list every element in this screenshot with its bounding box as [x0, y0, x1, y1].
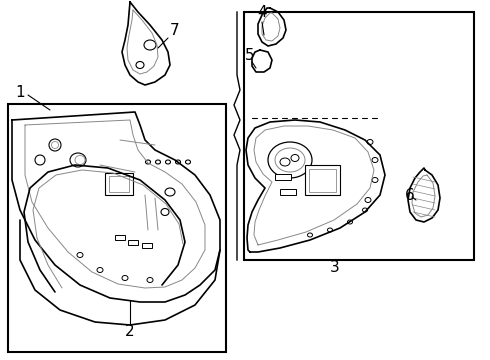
Ellipse shape: [77, 252, 83, 257]
Bar: [309, 169, 336, 192]
Ellipse shape: [291, 154, 299, 162]
Ellipse shape: [70, 153, 86, 167]
Bar: [128, 240, 138, 245]
Text: 4: 4: [257, 5, 267, 19]
Text: 3: 3: [330, 261, 340, 275]
Ellipse shape: [155, 160, 161, 164]
Ellipse shape: [146, 160, 150, 164]
Ellipse shape: [363, 208, 368, 212]
Ellipse shape: [97, 267, 103, 273]
Ellipse shape: [147, 278, 153, 283]
Ellipse shape: [122, 275, 128, 280]
Bar: [280, 189, 296, 195]
Ellipse shape: [75, 156, 85, 165]
Text: 2: 2: [125, 324, 135, 339]
Bar: [275, 174, 291, 180]
Ellipse shape: [49, 139, 61, 151]
Bar: [115, 235, 125, 240]
Text: 6: 6: [405, 188, 415, 202]
Ellipse shape: [367, 140, 373, 144]
Ellipse shape: [372, 158, 378, 162]
Ellipse shape: [275, 148, 305, 172]
Ellipse shape: [347, 220, 352, 224]
Text: 7: 7: [170, 23, 180, 37]
Ellipse shape: [51, 141, 58, 149]
Bar: [142, 243, 152, 248]
Bar: [244, 12, 474, 260]
Ellipse shape: [280, 158, 290, 166]
Ellipse shape: [308, 233, 313, 237]
Ellipse shape: [165, 188, 175, 196]
Ellipse shape: [365, 198, 371, 202]
Ellipse shape: [166, 160, 171, 164]
Bar: [105, 173, 133, 195]
Text: 1: 1: [15, 85, 25, 99]
Bar: [109, 176, 129, 192]
Ellipse shape: [161, 208, 169, 216]
Ellipse shape: [144, 40, 156, 50]
Ellipse shape: [327, 228, 333, 232]
Ellipse shape: [186, 160, 191, 164]
Ellipse shape: [35, 155, 45, 165]
Text: 5: 5: [245, 48, 255, 63]
Ellipse shape: [136, 62, 144, 68]
Bar: [8, 104, 226, 352]
Ellipse shape: [372, 177, 378, 183]
Ellipse shape: [268, 142, 312, 178]
Bar: [305, 165, 340, 195]
Ellipse shape: [175, 160, 180, 164]
